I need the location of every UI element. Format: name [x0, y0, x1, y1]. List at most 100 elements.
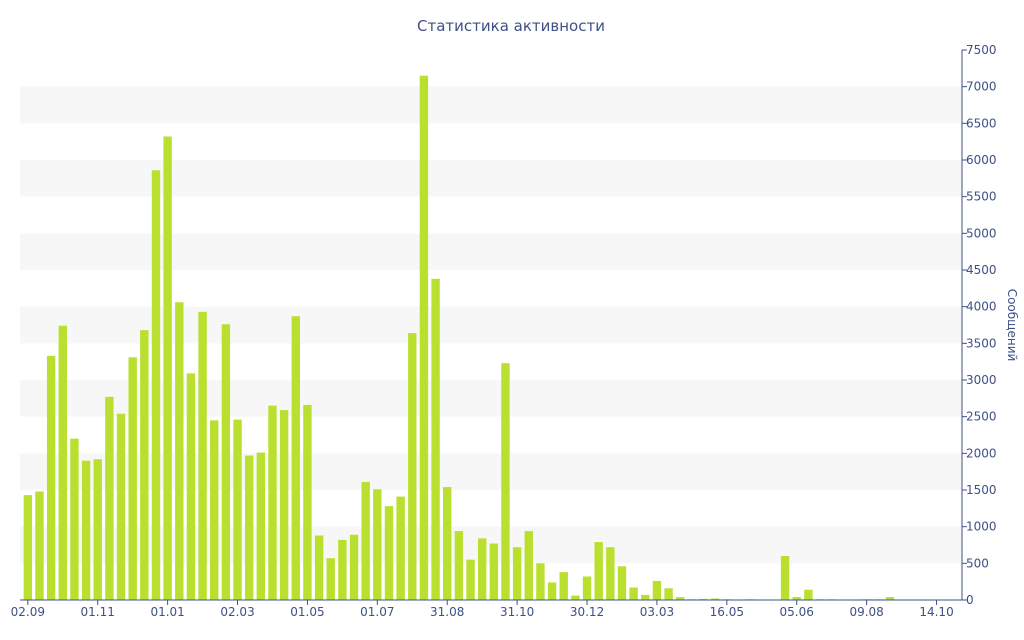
- bar: [163, 136, 172, 600]
- y-tick-label: 5000: [966, 226, 997, 240]
- bar: [431, 278, 440, 600]
- bar: [792, 597, 801, 600]
- bar: [70, 438, 79, 600]
- bar: [361, 481, 370, 600]
- bar: [35, 491, 44, 600]
- x-tick-label: 02.03: [220, 605, 254, 619]
- bar: [314, 535, 324, 600]
- y-tick-label: 4000: [966, 300, 997, 314]
- chart-title: Статистика активности: [417, 17, 605, 35]
- bar: [210, 420, 219, 600]
- x-tick-label: 01.05: [290, 605, 324, 619]
- x-tick-label: 09.08: [849, 605, 883, 619]
- x-tick-label: 14.10: [919, 605, 953, 619]
- bar: [256, 452, 266, 600]
- bar: [408, 333, 417, 600]
- bar: [606, 547, 615, 600]
- bar: [326, 558, 335, 600]
- y-tick-label: 5500: [966, 190, 997, 204]
- bar: [710, 598, 720, 600]
- bar: [594, 542, 603, 600]
- bar: [699, 598, 708, 600]
- bar: [244, 455, 254, 600]
- bar: [198, 311, 207, 600]
- y-tick-label: 0: [966, 593, 974, 607]
- grid-band: [20, 160, 962, 197]
- bar: [221, 324, 231, 600]
- axes: [20, 50, 963, 601]
- x-tick-label: 01.07: [360, 605, 394, 619]
- bar: [373, 489, 382, 600]
- x-ticks: 02.09 01.11 01.01 02.03 01.05 01.07 31.08 31.10…: [11, 600, 954, 619]
- bar: [804, 589, 813, 600]
- y-tick-label: 3000: [966, 373, 997, 387]
- y-tick-label: 6500: [966, 116, 997, 130]
- bar: [151, 170, 161, 600]
- y-tick-label: 500: [966, 556, 989, 570]
- y-tick-label: 6000: [966, 153, 997, 167]
- bar: [93, 459, 102, 600]
- bar: [524, 531, 533, 600]
- grid-band: [20, 306, 962, 344]
- bar: [641, 594, 650, 600]
- bar: [279, 410, 289, 600]
- grid-band: [20, 86, 962, 124]
- bar: [419, 75, 429, 601]
- x-tick-label: 16.05: [710, 605, 744, 619]
- bar: [233, 419, 242, 600]
- bar: [501, 363, 510, 600]
- x-tick-label: 02.09: [11, 605, 45, 619]
- bar: [81, 460, 91, 600]
- y-tick-label: 7500: [966, 43, 997, 57]
- x-tick-label: 03.03: [640, 605, 674, 619]
- x-tick-label: 31.10: [500, 605, 534, 619]
- y-tick-label: 4500: [966, 263, 997, 277]
- bar: [629, 587, 638, 600]
- bar: [116, 413, 126, 600]
- bar: [58, 325, 67, 600]
- bar: [466, 559, 475, 600]
- grid-bands: [20, 86, 962, 564]
- bar: [338, 539, 347, 600]
- x-tick-label: 01.01: [150, 605, 184, 619]
- y-ticks: 0 500 1000 1500 2000 2500 3000 3500 4000 4500 5000…: [962, 43, 997, 607]
- bar: [652, 580, 662, 600]
- bar: [885, 597, 895, 600]
- bar: [512, 547, 522, 600]
- bar: [396, 496, 405, 600]
- grid-band: [20, 233, 962, 270]
- y-tick-label: 7000: [966, 80, 997, 94]
- bar: [128, 357, 137, 600]
- bar: [780, 556, 790, 600]
- y-tick-label: 1000: [966, 520, 997, 534]
- y-tick-label: 2500: [966, 410, 997, 424]
- bar: [617, 566, 627, 600]
- bar: [664, 588, 673, 600]
- bar: [291, 316, 300, 600]
- x-tick-label: 30.12: [570, 605, 604, 619]
- bar: [303, 404, 312, 600]
- bar: [571, 595, 580, 600]
- bar: [547, 582, 557, 600]
- bar: [536, 563, 545, 600]
- bar: [23, 495, 33, 600]
- x-tick-label: 31.08: [430, 605, 464, 619]
- bar: [140, 330, 149, 600]
- y-tick-label: 1500: [966, 483, 997, 497]
- bar: [559, 572, 568, 600]
- grid-band: [20, 380, 962, 417]
- bar: [477, 538, 487, 600]
- bar: [105, 396, 114, 600]
- bar: [268, 405, 277, 600]
- bar: [454, 531, 464, 600]
- bar: [676, 597, 685, 600]
- bar: [349, 534, 359, 600]
- x-tick-label: 05.06: [780, 605, 814, 619]
- bar: [46, 355, 56, 600]
- y-tick-label: 3500: [966, 336, 997, 350]
- x-tick-label: 01.11: [81, 605, 115, 619]
- bar: [489, 543, 499, 600]
- grid-band: [20, 453, 962, 490]
- bar: [384, 506, 394, 600]
